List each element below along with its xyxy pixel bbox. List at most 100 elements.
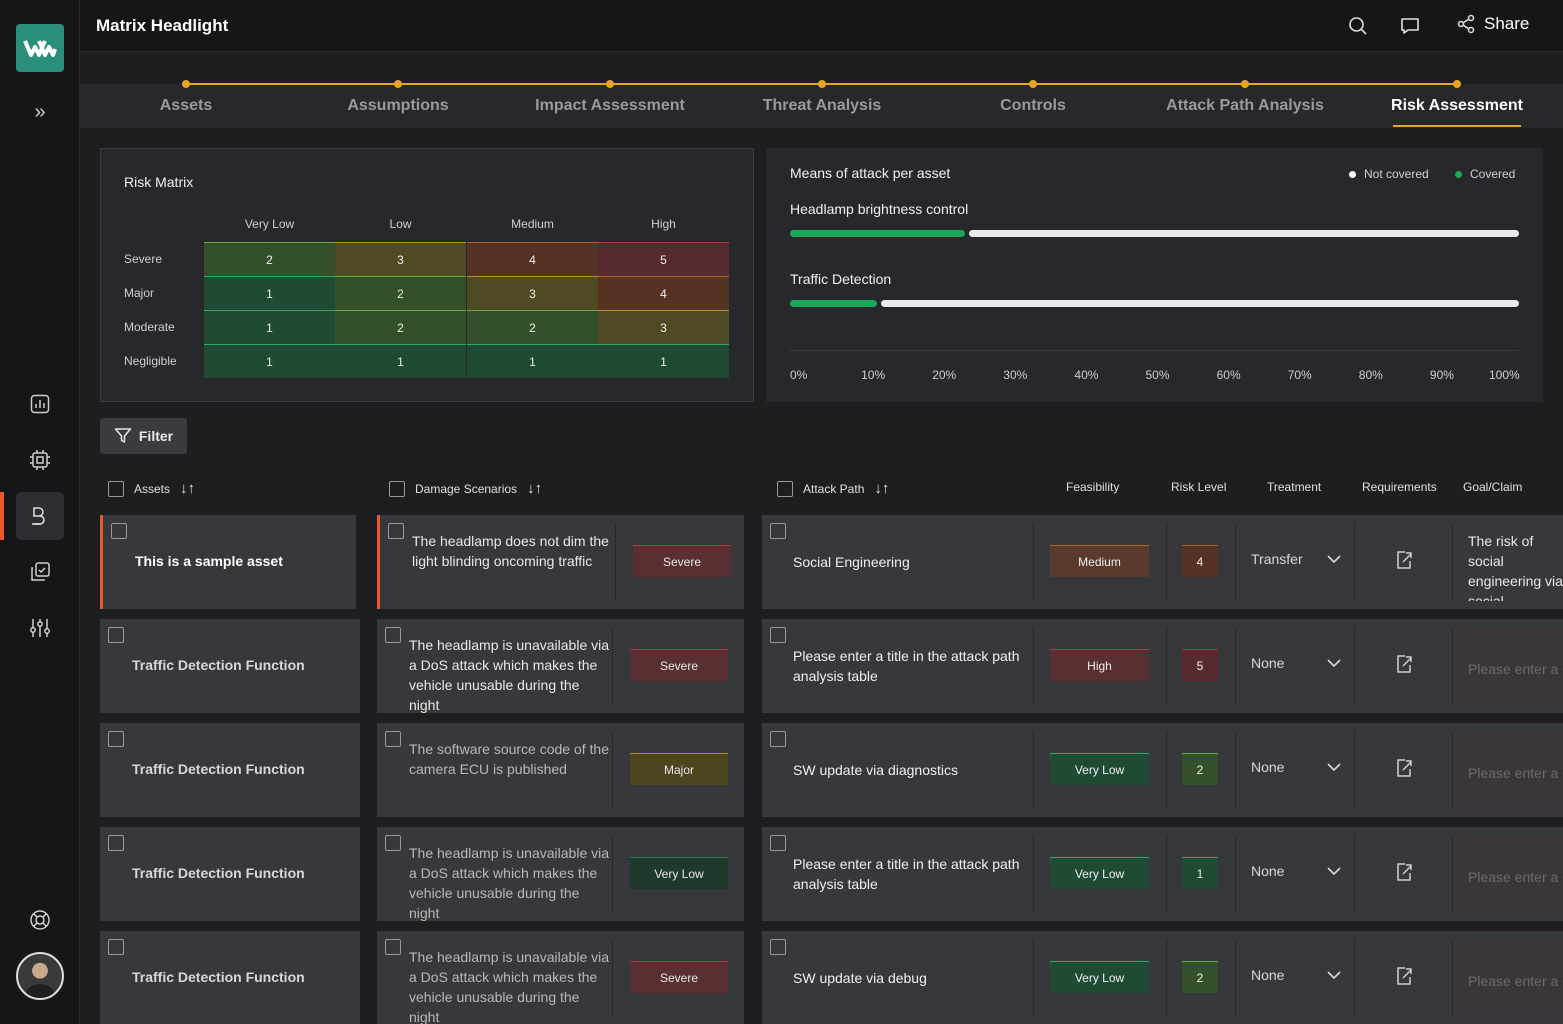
goal-claim-input[interactable]: Please enter a goal xyxy=(1460,939,1563,1017)
asset-title: Traffic Detection Function xyxy=(132,969,305,985)
sidebar-item-components[interactable] xyxy=(20,440,60,480)
app-logo[interactable] xyxy=(16,24,64,72)
treatment-value: None xyxy=(1251,863,1285,879)
divider xyxy=(612,835,613,913)
feasibility-badge: Medium xyxy=(1050,545,1149,577)
damage-description: The software source code of the camera E… xyxy=(409,741,609,777)
row-checkbox[interactable] xyxy=(770,731,786,747)
goal-claim-text[interactable]: The risk of social engineering via socia… xyxy=(1468,533,1563,601)
select-all-assets-checkbox[interactable] xyxy=(108,480,124,497)
link-out-icon xyxy=(1395,966,1413,991)
tab-controls[interactable]: Controls xyxy=(923,52,1143,128)
asset-card[interactable]: Traffic Detection Function xyxy=(100,619,360,713)
add-requirement-button[interactable] xyxy=(1392,862,1416,885)
search-button[interactable] xyxy=(1346,14,1370,38)
tab-threat-analysis[interactable]: Threat Analysis xyxy=(712,52,932,128)
divider xyxy=(1354,523,1355,601)
sort-icon[interactable]: ↓↑ xyxy=(180,480,196,497)
treatment-select[interactable]: Transfer xyxy=(1251,551,1341,567)
x-tick-label: 70% xyxy=(1287,368,1312,382)
sidebar-item-dashboard[interactable] xyxy=(20,384,60,424)
asset-card[interactable]: This is a sample asset xyxy=(100,515,356,609)
treatment-select[interactable]: None xyxy=(1251,759,1341,775)
row-checkbox[interactable] xyxy=(385,731,401,747)
damage-description: The headlamp does not dim the light blin… xyxy=(412,533,609,569)
tab-attack-path-analysis[interactable]: Attack Path Analysis xyxy=(1135,52,1355,128)
sidebar-item-settings[interactable] xyxy=(20,608,60,648)
tab-impact-assessment[interactable]: Impact Assessment xyxy=(500,52,720,128)
treatment-value: Transfer xyxy=(1251,551,1303,567)
expand-sidebar-button[interactable]: » xyxy=(20,92,60,132)
matrix-cell: 3 xyxy=(598,310,729,344)
row-checkbox[interactable] xyxy=(388,523,404,539)
matrix-column-header: Medium xyxy=(511,217,554,231)
row-checkbox[interactable] xyxy=(385,939,401,955)
matrix-column-header: Very Low xyxy=(244,217,295,231)
treatment-select[interactable]: None xyxy=(1251,655,1341,671)
asset-card[interactable]: Traffic Detection Function xyxy=(100,827,360,921)
row-checkbox[interactable] xyxy=(108,939,124,955)
row-checkbox[interactable] xyxy=(108,731,124,747)
asset-title: Traffic Detection Function xyxy=(132,761,305,777)
divider xyxy=(1354,939,1355,1017)
tab-assumptions[interactable]: Assumptions xyxy=(288,52,508,128)
select-all-attack-path-checkbox[interactable] xyxy=(777,480,793,497)
user-avatar[interactable] xyxy=(16,952,64,1000)
row-checkbox[interactable] xyxy=(770,939,786,955)
goal-claim-input[interactable]: Please enter a goal xyxy=(1460,835,1563,913)
sidebar-item-reviews[interactable] xyxy=(20,552,60,592)
asset-card[interactable]: Traffic Detection Function xyxy=(100,723,360,817)
treatment-select[interactable]: None xyxy=(1251,863,1341,879)
attack-path-card[interactable]: Please enter a title in the attack path … xyxy=(762,827,1563,921)
help-button[interactable] xyxy=(20,900,60,940)
goal-claim-input[interactable]: Please enter a goal xyxy=(1460,627,1563,705)
filter-button[interactable]: Filter xyxy=(100,418,187,454)
treatment-value: None xyxy=(1251,655,1285,671)
divider xyxy=(1354,835,1355,913)
select-all-damage-checkbox[interactable] xyxy=(389,480,405,497)
damage-scenario-card[interactable]: The software source code of the camera E… xyxy=(377,723,744,817)
x-tick-label: 10% xyxy=(861,368,886,382)
sidebar-item-risk[interactable] xyxy=(16,492,64,540)
feasibility-badge: High xyxy=(1050,649,1149,681)
attack-path-card[interactable]: Social Engineering Medium 4 Transfer The ris… xyxy=(762,515,1563,609)
sort-icon[interactable]: ↓↑ xyxy=(527,480,543,497)
comments-button[interactable] xyxy=(1398,14,1422,38)
not-covered-bar xyxy=(968,230,1519,237)
treatment-select[interactable]: None xyxy=(1251,967,1341,983)
divider xyxy=(1354,627,1355,705)
row-checkbox[interactable] xyxy=(770,835,786,851)
damage-scenario-card[interactable]: The headlamp is unavailable via a DoS at… xyxy=(377,619,744,713)
row-checkbox[interactable] xyxy=(770,627,786,643)
share-button[interactable]: Share xyxy=(1456,14,1529,34)
damage-scenario-card[interactable]: The headlamp is unavailable via a DoS at… xyxy=(377,931,744,1024)
row-checkbox[interactable] xyxy=(111,523,127,539)
sort-icon[interactable]: ↓↑ xyxy=(874,480,890,497)
add-requirement-button[interactable] xyxy=(1392,758,1416,781)
tab-risk-assessment[interactable]: Risk Assessment xyxy=(1347,52,1563,128)
row-checkbox[interactable] xyxy=(385,835,401,851)
goal-claim-input[interactable]: Please enter a goal xyxy=(1460,731,1563,809)
not-covered-bar xyxy=(881,300,1519,307)
row-checkbox[interactable] xyxy=(770,523,786,539)
damage-scenario-card[interactable]: The headlamp is unavailable via a DoS at… xyxy=(377,827,744,921)
damage-scenario-card[interactable]: The headlamp does not dim the light blin… xyxy=(377,515,744,609)
divider xyxy=(1166,523,1167,601)
attack-path-card[interactable]: SW update via diagnostics Very Low 2 None Pl… xyxy=(762,723,1563,817)
row-checkbox[interactable] xyxy=(385,627,401,643)
asset-card[interactable]: Traffic Detection Function xyxy=(100,931,360,1024)
attack-path-card[interactable]: Please enter a title in the attack path … xyxy=(762,619,1563,713)
tab-assets[interactable]: Assets xyxy=(76,52,296,128)
divider xyxy=(1452,523,1453,601)
row-checkbox[interactable] xyxy=(108,627,124,643)
legend-dot-white xyxy=(1349,170,1356,178)
add-requirement-button[interactable] xyxy=(1392,966,1416,991)
add-requirement-button[interactable] xyxy=(1392,654,1416,677)
x-axis xyxy=(790,350,1519,351)
covered-bar xyxy=(790,230,965,237)
add-requirement-button[interactable] xyxy=(1392,550,1416,573)
attack-path-card[interactable]: SW update via debug Very Low 2 None Please e… xyxy=(762,931,1563,1024)
row-checkbox[interactable] xyxy=(108,835,124,851)
sliders-icon xyxy=(30,619,50,637)
divider xyxy=(1033,731,1034,809)
